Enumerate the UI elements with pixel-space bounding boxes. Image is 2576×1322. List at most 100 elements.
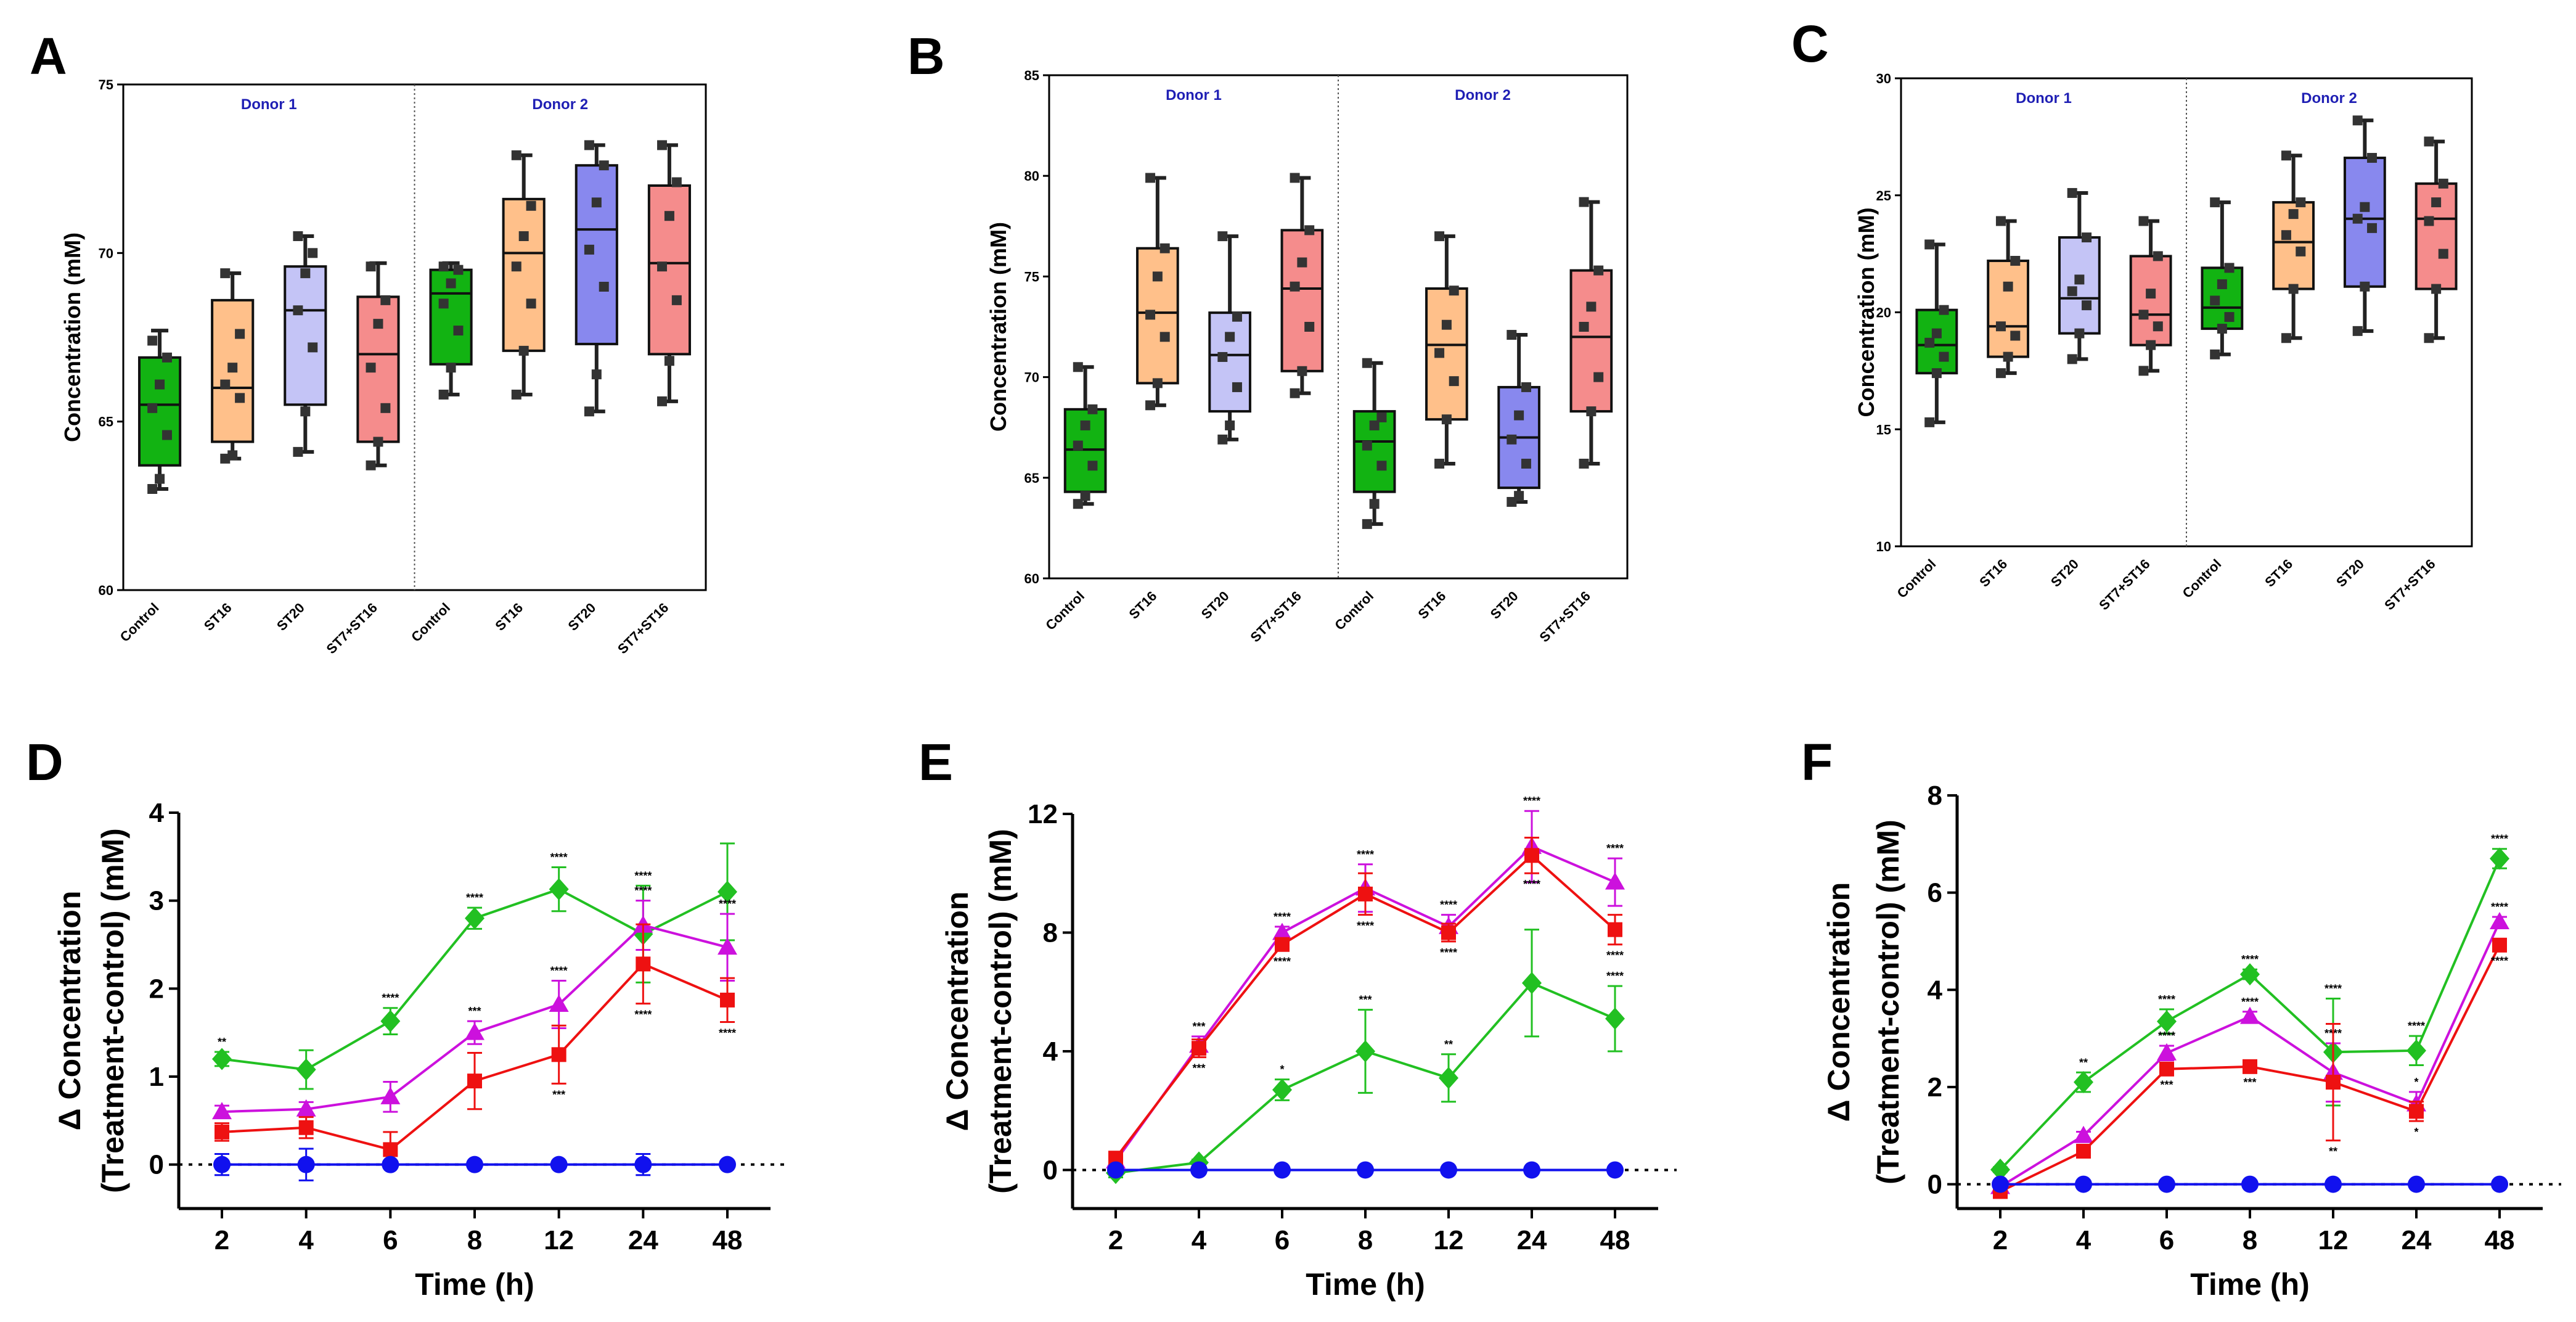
circle-marker [2075, 1175, 2092, 1193]
box-body [1915, 308, 1958, 375]
diamond-marker [1272, 1078, 1292, 1101]
data-point [1159, 243, 1170, 253]
significance-label: **** [1606, 950, 1624, 962]
data-point [526, 298, 536, 309]
data-point [1441, 414, 1452, 425]
square-marker [215, 1124, 229, 1139]
data-point [671, 177, 682, 187]
x-tick-label: 24 [628, 1225, 658, 1255]
data-point [2153, 321, 2163, 332]
significance-label: **** [2491, 833, 2508, 845]
box-7 [574, 140, 618, 417]
data-point [2281, 333, 2291, 343]
significance-label: **** [1357, 848, 1374, 861]
circle-marker [1606, 1161, 1624, 1179]
diamond-marker [1355, 1040, 1375, 1062]
category-label: ST20 [2333, 556, 2367, 590]
data-point [1507, 330, 1517, 340]
donor-label: Donor 2 [1455, 87, 1511, 104]
box-8 [647, 140, 692, 406]
y-tick-label: 60 [1024, 571, 1039, 586]
box-6 [2272, 150, 2315, 343]
y-tick-label: 2 [1928, 1072, 1942, 1102]
significance-label: **** [550, 964, 568, 977]
triangle-marker [2490, 911, 2509, 929]
data-point [2281, 150, 2291, 161]
category-label: ST16 [492, 600, 526, 634]
data-point [2424, 216, 2434, 226]
data-point [2074, 274, 2085, 285]
square-marker [551, 1047, 566, 1062]
series-blue [213, 1148, 736, 1181]
circle-marker [2491, 1175, 2508, 1193]
box-7 [2343, 115, 2386, 336]
y-tick-label: 2 [149, 974, 164, 1004]
data-point [1579, 458, 1589, 469]
box-body [356, 295, 400, 443]
significance-label: * [1280, 1064, 1284, 1076]
y-tick-label: 8 [1928, 781, 1942, 811]
data-point [162, 352, 172, 363]
x-tick-label: 4 [298, 1225, 314, 1255]
y-axis-label-line2: (Treatment-control) (mM) [1871, 819, 1905, 1184]
significance-label: ** [218, 1036, 226, 1048]
data-point [1159, 332, 1170, 342]
triangle-marker [380, 1086, 401, 1104]
significance-label: **** [2241, 953, 2259, 966]
category-label: Control [1042, 588, 1087, 633]
data-point [1995, 321, 2006, 332]
circle-marker [1440, 1161, 1457, 1179]
box-body [2343, 157, 2386, 288]
y-tick-label: 75 [99, 77, 113, 92]
data-point [220, 268, 231, 279]
x-tick-label: 48 [2485, 1225, 2515, 1255]
x-tick-label: 12 [544, 1225, 574, 1255]
triangle-marker [718, 937, 737, 955]
panel-a: A Donor 1 Donor 2 60 65 70 75 Concentration (mM… [30, 27, 707, 657]
data-point [2138, 216, 2149, 226]
data-point [2217, 324, 2227, 334]
data-point [227, 363, 238, 373]
diamond-marker [1522, 972, 1542, 995]
box-body [137, 356, 182, 467]
diamond-marker [380, 1010, 401, 1033]
y-tick-label: 1 [149, 1062, 164, 1092]
square-marker [1358, 886, 1373, 901]
data-point [1145, 173, 1156, 183]
significance-label: * [2414, 1126, 2418, 1138]
data-point [1073, 440, 1083, 451]
data-point [227, 450, 238, 461]
data-point [308, 342, 318, 353]
significance-label: **** [1606, 842, 1624, 855]
data-point [2296, 246, 2306, 257]
box-5 [429, 261, 473, 400]
data-point [1586, 302, 1597, 312]
box-body [502, 197, 546, 352]
data-point [664, 211, 674, 221]
data-point [2067, 187, 2077, 198]
significance-label: **** [2158, 1030, 2175, 1042]
diamond-marker [2074, 1071, 2093, 1094]
x-tick-label: 48 [713, 1225, 743, 1255]
box-2 [1136, 173, 1179, 411]
data-point [1145, 310, 1156, 320]
box-8 [1569, 197, 1613, 469]
circle-marker [382, 1156, 399, 1173]
data-point [2288, 284, 2299, 294]
box-1 [1063, 362, 1107, 509]
data-point [2210, 197, 2220, 208]
data-point [1362, 440, 1372, 451]
y-tick-label: 60 [99, 583, 113, 598]
triangle-marker [1272, 922, 1292, 940]
data-point [1304, 225, 1315, 236]
data-point [2431, 197, 2442, 208]
box-1 [1915, 239, 1958, 427]
series-green: ********************** [1990, 833, 2509, 1181]
circle-marker [1992, 1175, 2009, 1193]
x-tick-label: 8 [2243, 1225, 2257, 1255]
data-point [1304, 322, 1315, 332]
data-point [293, 231, 303, 241]
data-point [2138, 366, 2149, 376]
significance-label: **** [2408, 1020, 2425, 1032]
